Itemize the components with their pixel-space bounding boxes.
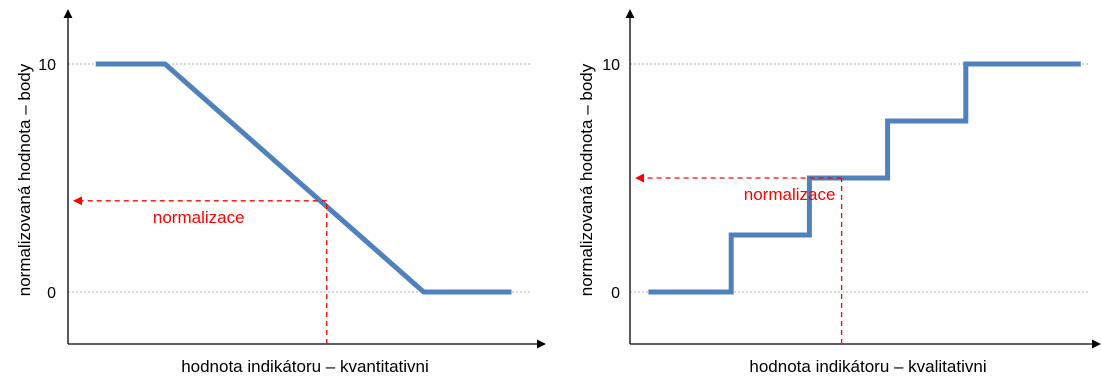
- chart-left: 10 0 normalizovaná hodnota – body hodnot…: [15, 9, 546, 376]
- series-line: [95, 61, 512, 295]
- y-tick-label-0: 0: [611, 285, 620, 302]
- annotation-label: normalizace: [153, 208, 245, 227]
- x-axis-title: hodnota indikátoru – kvalitativni: [749, 357, 986, 376]
- series-line: [648, 61, 1081, 295]
- x-axis-title: hodnota indikátoru – kvantitativni: [181, 357, 429, 376]
- y-tick-label-0: 0: [47, 285, 56, 302]
- y-axis-title: normalizovaná hodnota – body: [577, 63, 596, 296]
- annotation-label: normalizace: [744, 185, 836, 204]
- y-tick-label-10: 10: [38, 57, 56, 74]
- y-axis-title: normalizovaná hodnota – body: [15, 63, 34, 296]
- chart-right: 10 0 normalizovaná hodnota – body hodnot…: [577, 9, 1101, 376]
- y-tick-label-10: 10: [602, 57, 620, 74]
